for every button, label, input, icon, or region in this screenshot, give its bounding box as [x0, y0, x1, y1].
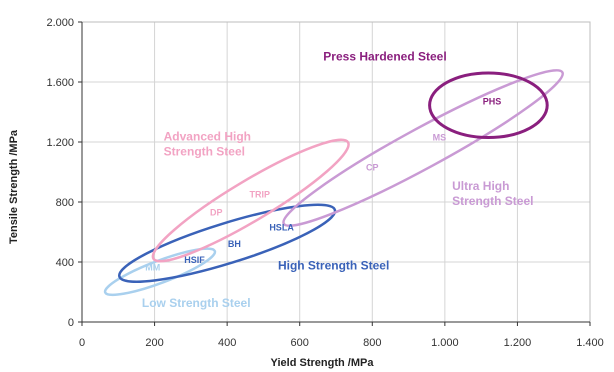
grade-label-hsla: HSLA [269, 223, 294, 233]
x-tick-label: 1.200 [504, 337, 532, 349]
grid [81, 21, 591, 323]
category-label-high-strength-steel: High Strength Steel [278, 259, 389, 273]
grade-label-trip: TRIP [250, 190, 271, 200]
press-hardened-steel-ellipse [428, 71, 549, 139]
grade-label-cp: CP [366, 163, 379, 173]
grade-label-phs: PHS [483, 97, 502, 107]
axes [78, 21, 591, 326]
y-tick-label: 1.600 [46, 77, 74, 89]
category-label-ultra-high: Ultra High [452, 179, 509, 193]
x-tick-label: 400 [218, 337, 236, 349]
region-labels: MM HSIF BH HSLA DP TRIP CP MS PHS Low Strength St… [142, 49, 534, 310]
y-tick-labels: 0 400 800 1.200 1.600 2.000 [46, 17, 74, 329]
advanced-high-strength-steel-ellipse [151, 138, 350, 263]
y-tick-label: 0 [68, 317, 74, 329]
grade-label-dp: DP [210, 208, 223, 218]
grade-label-mm: MM [145, 262, 160, 272]
category-label-low-strength-steel: Low Strength Steel [142, 296, 251, 310]
grade-label-ms: MS [433, 133, 447, 143]
x-tick-labels: 0 200 400 600 800 1.000 1.200 1.400 [79, 337, 604, 349]
x-axis-title: Yield Strength /MPa [271, 357, 375, 369]
y-tick-label: 800 [56, 197, 74, 209]
category-label-strength-steel: Strength Steel [164, 145, 245, 159]
y-tick-label: 1.200 [46, 137, 74, 149]
grade-label-bh: BH [228, 239, 241, 249]
x-tick-label: 600 [291, 337, 309, 349]
grade-label-hsif: HSIF [184, 255, 205, 265]
y-axis-title: Tensile Strength /MPa [8, 129, 20, 244]
x-tick-label: 0 [79, 337, 85, 349]
x-tick-label: 200 [145, 337, 163, 349]
y-tick-label: 400 [56, 257, 74, 269]
steel-regions [103, 69, 564, 297]
plot-frame [81, 21, 591, 323]
high-strength-steel-ellipse [118, 203, 337, 283]
category-label-advanced-high: Advanced High [164, 130, 251, 144]
category-label-strength-steel: Strength Steel [452, 194, 533, 208]
category-label-press-hardened-steel: Press Hardened Steel [323, 49, 446, 63]
y-tick-label: 2.000 [46, 17, 74, 29]
x-tick-label: 800 [363, 337, 381, 349]
x-tick-label: 1.000 [431, 337, 459, 349]
x-tick-label: 1.400 [576, 337, 604, 349]
ultra-high-strength-steel-ellipse [282, 69, 564, 227]
